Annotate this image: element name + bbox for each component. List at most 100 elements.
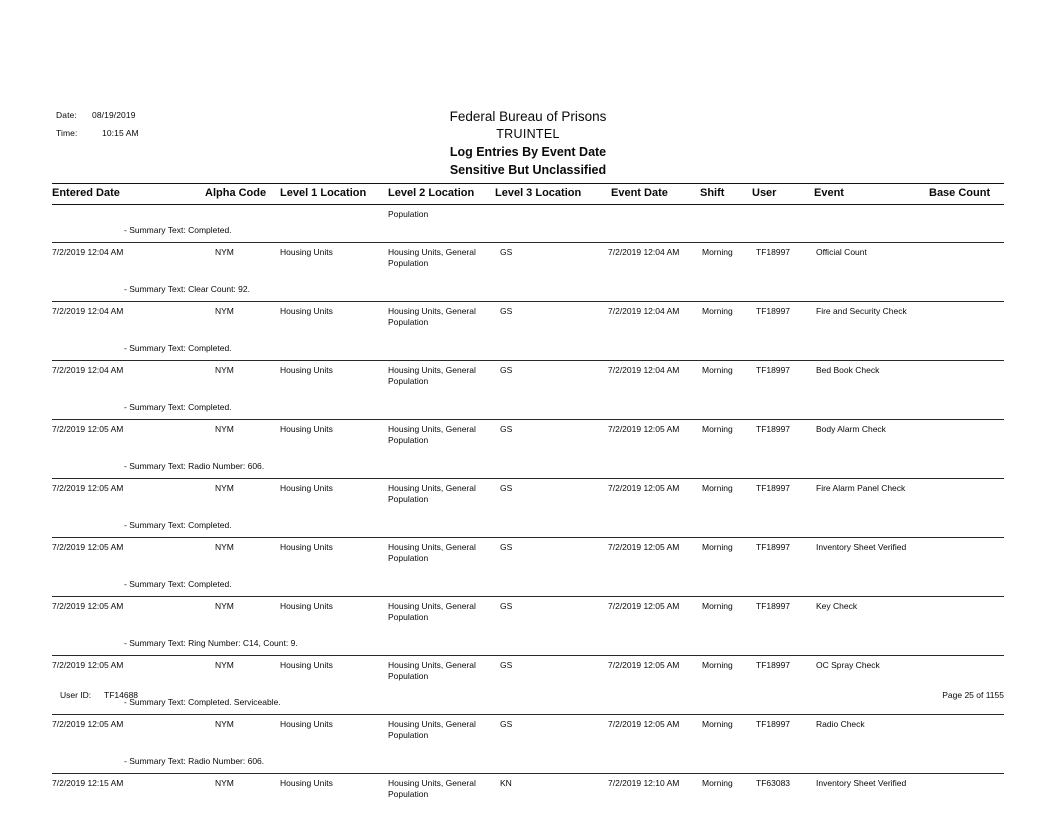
event-date-cell: 7/2/2019 12:05 AM (608, 601, 680, 611)
table-row[interactable]: 7/2/2019 12:04 AM NYM Housing Units Housing… (52, 361, 1004, 398)
alpha-code-cell: NYM (215, 365, 234, 375)
report-date-row: Date: 08/19/2019 (56, 106, 172, 124)
summary-text-row: - Summary Text: Completed. (52, 398, 1004, 419)
entered-date-cell: 7/2/2019 12:05 AM (52, 483, 124, 493)
shift-cell: Morning (702, 778, 733, 788)
table-row[interactable]: 7/2/2019 12:05 AM NYM Housing Units Housing… (52, 715, 1004, 752)
user-cell: TF18997 (756, 483, 791, 493)
summary-text: - Summary Text: Completed. (124, 343, 232, 353)
column-header-entered-date: Entered Date (52, 187, 120, 199)
event-date-cell: 7/2/2019 12:05 AM (608, 660, 680, 670)
entered-date-cell: 7/2/2019 12:04 AM (52, 306, 124, 316)
table-header-row: Entered Date Alpha Code Level 1 Location… (52, 184, 1004, 204)
row-separator-rule (52, 478, 1004, 479)
summary-text-row: - Summary Text: Radio Number: 606. (52, 752, 1004, 773)
level1-location-cell: Housing Units (280, 660, 333, 670)
event-date-cell: 7/2/2019 12:04 AM (608, 247, 680, 257)
event-cell: Inventory Sheet Verified (816, 778, 907, 788)
event-cell: Radio Check (816, 719, 865, 729)
level2-location-cell: Housing Units, General Population (388, 424, 476, 445)
table-row[interactable]: 7/2/2019 12:04 AM NYM Housing Units Housing… (52, 302, 1004, 339)
summary-text-row: - Summary Text: Completed. Serviceable. (52, 693, 1004, 714)
row-separator-rule (52, 714, 1004, 715)
row-separator-rule (52, 655, 1004, 656)
level2-location-cell: Housing Units, General Population (388, 483, 476, 504)
column-header-base-count: Base Count (929, 187, 991, 199)
table-row[interactable]: 7/2/2019 12:05 AM NYM Housing Units Housing… (52, 597, 1004, 634)
event-date-cell: 7/2/2019 12:10 AM (608, 778, 680, 788)
user-cell: TF63083 (756, 778, 791, 788)
summary-text-row: - Summary Text: Ring Number: C14, Count:… (52, 634, 1004, 655)
classification-banner: Sensitive But Unclassified (449, 163, 607, 177)
alpha-code-cell: NYM (215, 542, 234, 552)
alpha-code-cell: NYM (215, 778, 234, 788)
report-name-title: Log Entries By Event Date (449, 145, 607, 159)
column-header-user: User (752, 187, 777, 199)
level3-location-cell: GS (500, 483, 513, 493)
level3-location-cell: GS (500, 306, 513, 316)
summary-text-row: - Summary Text: Completed. (52, 221, 1004, 242)
shift-cell: Morning (702, 306, 733, 316)
table-row[interactable]: 7/2/2019 12:15 AM NYM Housing Units Housing… (52, 774, 1004, 811)
summary-text: - Summary Text: Radio Number: 606. (124, 756, 265, 766)
level3-location-cell: GS (500, 247, 513, 257)
column-header-shift: Shift (700, 187, 725, 199)
table-row[interactable]: 7/2/2019 12:05 AM NYM Housing Units Housing… (52, 538, 1004, 575)
table-row[interactable]: 7/2/2019 12:05 AM NYM Housing Units Housing… (52, 656, 1004, 693)
shift-cell: Morning (702, 483, 733, 493)
column-header-event: Event (814, 187, 844, 199)
event-date-cell: 7/2/2019 12:05 AM (608, 483, 680, 493)
level2-location-cell: Housing Units, General Population (388, 542, 476, 563)
shift-cell: Morning (702, 660, 733, 670)
footer-page-number: Page 25 of 1155 (942, 690, 1004, 700)
summary-text: - Summary Text: Radio Number: 606. (124, 461, 265, 471)
log-entries-table: Entered Date Alpha Code Level 1 Location… (52, 183, 1004, 811)
shift-cell: Morning (702, 719, 733, 729)
report-meta-block: Date: 08/19/2019 Time: 10:15 AM (56, 106, 172, 142)
event-cell: Body Alarm Check (816, 424, 886, 434)
shift-cell: Morning (702, 424, 733, 434)
column-header-level2-location: Level 2 Location (388, 187, 475, 199)
level2-location-cell: Housing Units, General Population (388, 719, 476, 740)
alpha-code-cell: NYM (215, 306, 234, 316)
row-separator-rule (52, 419, 1004, 420)
alpha-code-cell: NYM (215, 660, 234, 670)
system-title: TRUINTEL (496, 127, 560, 141)
level2-location-cell: Housing Units, General Population (388, 247, 476, 268)
footer-user-id-value: TF14688 (104, 690, 139, 700)
level1-location-cell: Housing Units (280, 247, 333, 257)
level3-location-cell: KN (500, 778, 512, 788)
footer-user-id-label: User ID: (60, 690, 92, 700)
level1-location-cell: Housing Units (280, 719, 333, 729)
alpha-code-cell: NYM (215, 601, 234, 611)
level2-location-cell: Housing Units, General Population (388, 365, 476, 386)
level3-location-cell: GS (500, 424, 513, 434)
level1-location-cell: Housing Units (280, 306, 333, 316)
event-cell: OC Spray Check (816, 660, 880, 670)
entered-date-cell: 7/2/2019 12:05 AM (52, 601, 124, 611)
user-cell: TF18997 (756, 719, 791, 729)
column-header-alpha-code: Alpha Code (205, 187, 267, 199)
user-cell: TF18997 (756, 542, 791, 552)
event-cell: Fire Alarm Panel Check (816, 483, 906, 493)
alpha-code-cell: NYM (215, 424, 234, 434)
summary-text-row: - Summary Text: Completed. (52, 516, 1004, 537)
event-date-cell: 7/2/2019 12:05 AM (608, 542, 680, 552)
row-separator-rule (52, 596, 1004, 597)
report-time-value: 10:15 AM (102, 128, 139, 138)
entered-date-cell: 7/2/2019 12:05 AM (52, 719, 124, 729)
summary-text: - Summary Text: Completed. Serviceable. (124, 697, 281, 707)
summary-text: - Summary Text: Completed. (124, 520, 232, 530)
level3-location-cell: GS (500, 660, 513, 670)
summary-text: - Summary Text: Clear Count: 92. (124, 284, 250, 294)
shift-cell: Morning (702, 247, 733, 257)
alpha-code-cell: NYM (215, 247, 234, 257)
footer-user-id: User ID: TF14688 (60, 690, 138, 700)
report-time-label: Time: (56, 128, 78, 138)
user-cell: TF18997 (756, 306, 791, 316)
table-row[interactable]: 7/2/2019 12:04 AM NYM Housing Units Housing… (52, 243, 1004, 280)
level1-location-cell: Housing Units (280, 601, 333, 611)
table-row[interactable]: 7/2/2019 12:05 AM NYM Housing Units Housing… (52, 420, 1004, 457)
table-row[interactable]: 7/2/2019 12:05 AM NYM Housing Units Housing… (52, 479, 1004, 516)
